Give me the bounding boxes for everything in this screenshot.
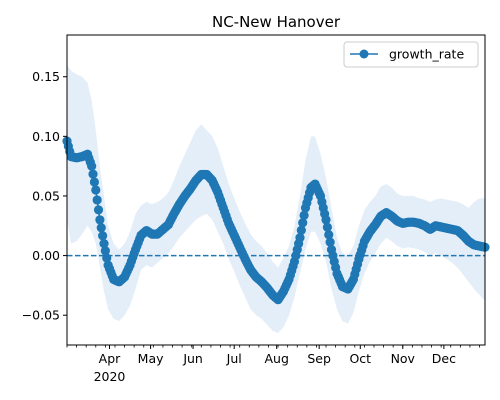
data-point xyxy=(296,225,306,235)
data-point xyxy=(325,237,335,247)
x-tick-label: Nov xyxy=(391,351,416,366)
x-year-label: 2020 xyxy=(94,369,126,384)
plot-area: −0.05 0.00 0.05 0.10 0.15 Apr 2020 May Jun Jul Aug… xyxy=(22,64,490,384)
legend-marker-swatch xyxy=(359,49,369,59)
axes-frame xyxy=(66,34,486,346)
series-markers xyxy=(62,136,490,305)
data-point xyxy=(98,231,108,241)
data-point xyxy=(102,253,112,263)
data-point xyxy=(99,239,109,249)
y-tick-label: 0.00 xyxy=(32,248,60,263)
data-point xyxy=(96,223,106,233)
data-point xyxy=(295,233,305,243)
legend-box xyxy=(343,41,479,68)
x-tick-label: Apr xyxy=(99,351,121,366)
x-tick-label: Aug xyxy=(264,351,288,366)
data-point xyxy=(88,169,98,179)
x-tick-label: Jun xyxy=(182,351,203,366)
y-tick-label: 0.15 xyxy=(32,69,60,84)
data-point xyxy=(324,230,334,240)
x-tick-label: May xyxy=(138,351,164,366)
x-tick-label: Oct xyxy=(349,351,371,366)
data-point xyxy=(87,161,97,171)
x-tick-label: Dec xyxy=(432,351,456,366)
data-point xyxy=(100,246,110,256)
confidence-band xyxy=(67,64,485,334)
legend-label: growth_rate xyxy=(389,47,464,62)
data-point xyxy=(89,177,100,187)
data-point xyxy=(322,222,332,232)
data-point xyxy=(91,185,101,195)
y-tick-label: −0.05 xyxy=(22,308,60,323)
data-point xyxy=(321,215,331,225)
data-point xyxy=(299,210,309,220)
legend: growth_rate xyxy=(343,41,479,68)
y-tick-label: 0.05 xyxy=(32,188,60,203)
data-point xyxy=(298,218,308,228)
x-tick-label: Jul xyxy=(226,351,242,366)
data-point xyxy=(95,215,105,225)
y-tick-label: 0.10 xyxy=(32,129,60,144)
data-point xyxy=(92,195,102,205)
chart-title: NC-New Hanover xyxy=(212,13,341,31)
data-point xyxy=(93,205,104,215)
x-tick-label: Sep xyxy=(307,351,331,366)
